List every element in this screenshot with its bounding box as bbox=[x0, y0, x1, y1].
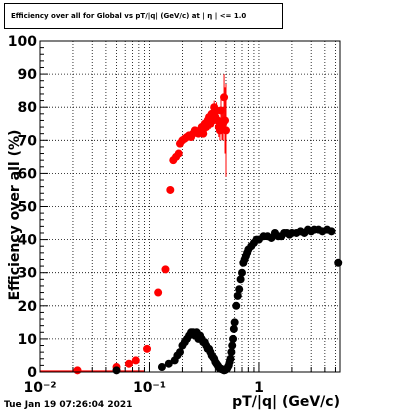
x-axis-title: pT/|q| (GeV/c) bbox=[232, 394, 340, 410]
y-tick-label: 80 bbox=[18, 100, 38, 116]
data-point bbox=[131, 356, 140, 365]
data-point bbox=[235, 285, 244, 294]
data-point bbox=[327, 227, 336, 236]
y-tick-label: 100 bbox=[8, 34, 37, 50]
data-point bbox=[154, 288, 163, 297]
timestamp: Tue Jan 19 07:26:04 2021 bbox=[4, 400, 133, 410]
data-point bbox=[237, 268, 246, 277]
data-point bbox=[174, 149, 183, 158]
y-tick-label: 70 bbox=[18, 133, 38, 149]
series-0 bbox=[73, 74, 230, 375]
x-tick-label: 1 bbox=[254, 380, 264, 396]
data-point bbox=[166, 185, 175, 194]
series-layer bbox=[73, 74, 343, 375]
data-point bbox=[334, 258, 343, 267]
y-tick-label: 20 bbox=[18, 299, 38, 315]
data-point bbox=[236, 275, 245, 284]
data-point bbox=[157, 363, 166, 372]
series-1 bbox=[112, 225, 343, 375]
data-point bbox=[233, 291, 242, 300]
chart-title: Efficiency over all for Global vs pT/|q|… bbox=[4, 3, 283, 29]
data-point bbox=[226, 354, 235, 363]
grid bbox=[39, 40, 340, 373]
data-point bbox=[164, 359, 173, 368]
data-point bbox=[229, 334, 238, 343]
x-tick-label: 10⁻² bbox=[23, 380, 56, 396]
y-tick-label: 50 bbox=[18, 200, 38, 216]
data-point bbox=[227, 348, 236, 357]
data-point bbox=[229, 324, 238, 333]
data-point bbox=[232, 301, 241, 310]
data-point bbox=[221, 116, 230, 125]
data-point bbox=[124, 359, 133, 368]
y-tick-label: 30 bbox=[18, 266, 38, 282]
y-tick-label: 0 bbox=[27, 365, 37, 381]
data-point bbox=[230, 318, 239, 327]
data-point bbox=[73, 366, 82, 375]
data-point bbox=[143, 344, 152, 353]
axis-ticks: 0 10 20 30 40 50 60 70 80 90 100 10⁻² 10⁻¹ 1 bbox=[8, 34, 336, 396]
y-tick-label: 60 bbox=[18, 166, 38, 182]
y-tick-label: 10 bbox=[18, 332, 38, 348]
data-point bbox=[228, 341, 237, 350]
data-point bbox=[199, 129, 208, 138]
y-tick-label: 90 bbox=[18, 67, 38, 83]
x-tick-label: 10⁻¹ bbox=[133, 380, 166, 396]
data-point bbox=[220, 93, 229, 102]
data-point bbox=[161, 265, 170, 274]
data-point bbox=[175, 348, 184, 357]
y-axis-title: Efficiency over all (%) bbox=[7, 130, 23, 301]
data-point bbox=[221, 126, 230, 135]
y-tick-label: 40 bbox=[18, 233, 38, 249]
